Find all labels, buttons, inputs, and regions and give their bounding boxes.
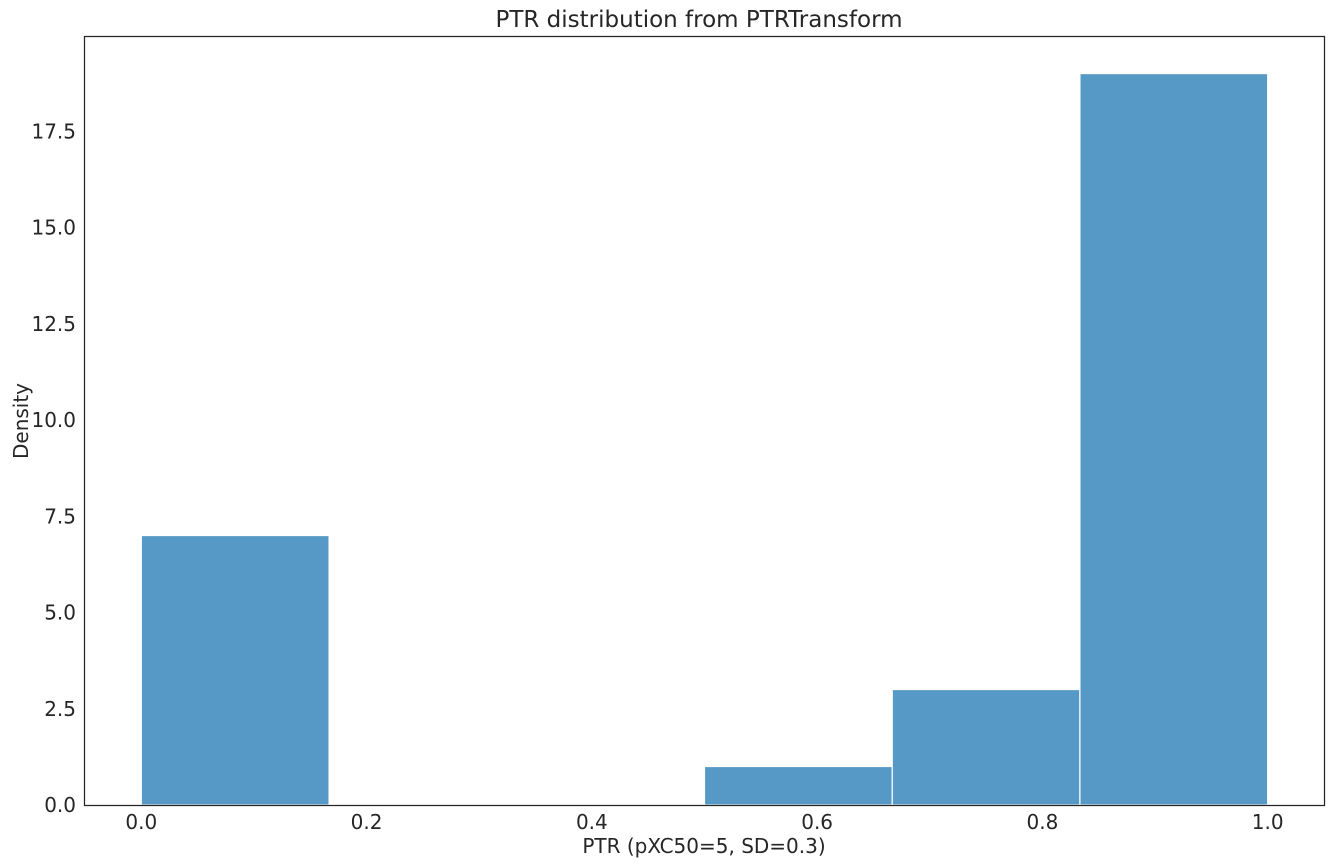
plot-frame	[83, 35, 1326, 807]
y-tick-label: 12.5	[31, 312, 76, 336]
chart-title: PTR distribution from PTRTransform	[495, 7, 902, 33]
x-axis-label: PTR (pXC50=5, SD=0.3)	[582, 834, 825, 858]
y-tick-label: 7.5	[44, 504, 76, 528]
y-tick-label: 0.0	[44, 793, 76, 817]
y-tick-label: 5.0	[44, 601, 76, 625]
x-tick-label: 0.8	[1027, 810, 1059, 834]
y-axis-label: Density	[9, 383, 33, 459]
x-tick-label: 0.0	[125, 810, 157, 834]
x-tick-label: 0.6	[801, 810, 833, 834]
histogram-bar	[703, 765, 893, 806]
x-tick-label: 0.4	[576, 810, 608, 834]
bars-group	[140, 72, 1269, 806]
x-tick-label: 1.0	[1252, 810, 1284, 834]
x-axis-ticks: 0.0 0.2 0.4 0.6 0.8 1.0	[125, 810, 1283, 834]
x-tick-label: 0.2	[351, 810, 383, 834]
y-tick-label: 15.0	[31, 216, 76, 240]
y-tick-label: 17.5	[31, 119, 76, 143]
histogram-bar	[140, 534, 330, 806]
y-tick-label: 2.5	[44, 697, 76, 721]
histogram-bar	[891, 688, 1081, 806]
y-axis-ticks: 0.0 2.5 5.0 7.5 10.0 12.5 15.0 17.5	[31, 119, 76, 817]
y-tick-label: 10.0	[31, 408, 76, 432]
histogram-bar	[1079, 72, 1269, 806]
